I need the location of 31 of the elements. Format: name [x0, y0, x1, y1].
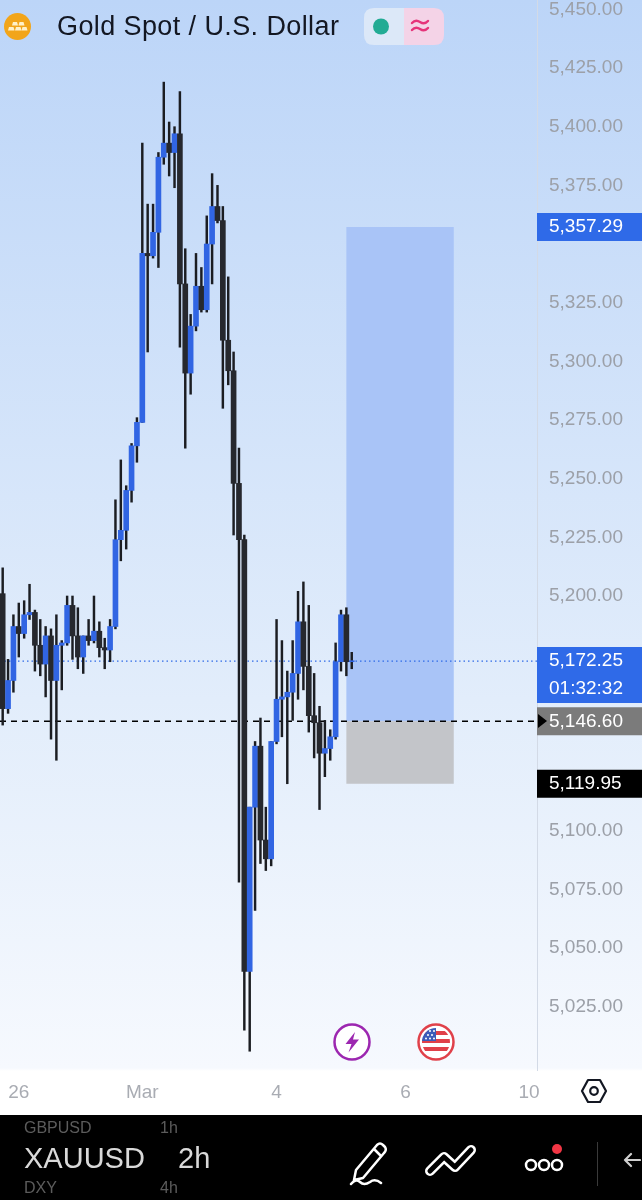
text: 1h [160, 1118, 178, 1138]
y-tick-label: 5,450.00 [549, 0, 623, 19]
text: XAUUSD [24, 1141, 145, 1176]
y-tick-label: 5,375.00 [549, 173, 623, 195]
y-tick-label: 5,100.00 [549, 818, 623, 840]
y-tick-label: 5,025.00 [549, 994, 623, 1016]
x-tick-label: 6 [400, 1080, 411, 1102]
text: 5,119.95 [549, 772, 622, 794]
y-tick-label: 5,275.00 [549, 408, 623, 430]
x-tick-label: 26 [8, 1080, 30, 1102]
y-tick-label: 5,400.00 [549, 114, 623, 136]
text: GBPUSD [24, 1118, 92, 1138]
y-tick-label: 5,300.00 [549, 349, 623, 371]
y-tick-label: 5,225.00 [549, 525, 623, 547]
text: 4h [160, 1178, 178, 1198]
y-tick-label: 5,075.00 [549, 877, 623, 899]
y-tick-label: 5,250.00 [549, 466, 623, 488]
y-tick-label: 5,050.00 [549, 936, 623, 958]
y-tick-label: 5,325.00 [549, 290, 623, 312]
ref-line-label: 5,172.25 [549, 649, 623, 671]
ref-line-label: 5,146.60 [549, 709, 623, 731]
text: 5,357.29 [549, 215, 623, 237]
y-tick-label: 5,200.00 [549, 584, 623, 606]
chart-title: Gold Spot / U.S. Dollar [57, 10, 340, 42]
x-tick-label: 10 [518, 1080, 540, 1102]
text: 2h [178, 1141, 211, 1176]
x-tick-label: Mar [125, 1080, 160, 1102]
y-tick-label: 5,425.00 [549, 56, 623, 78]
text: DXY [24, 1178, 57, 1198]
text: 01:32:32 [549, 677, 623, 699]
x-tick-label: 4 [271, 1080, 283, 1102]
